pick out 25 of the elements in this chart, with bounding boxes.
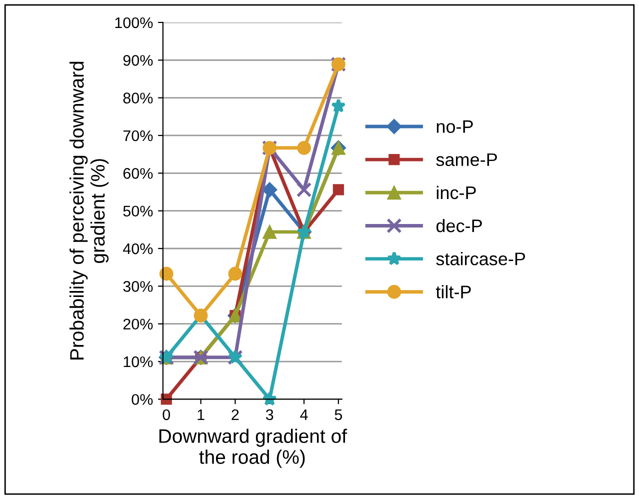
y-tick-label: 100% [115,17,153,28]
x-tick-label: 4 [300,409,308,420]
y-tick-label: 70% [123,130,153,142]
x-tick-label: 0 [162,409,170,420]
y-tick-label: 30% [123,281,153,292]
y-tick-label: 20% [123,318,153,330]
x-tick-label: 2 [232,409,239,420]
y-tick-label: 50% [123,206,153,217]
y-tick-label: 80% [123,92,153,104]
y-tick-label: 60% [123,168,153,179]
legend-label: dec-P [436,218,482,232]
y-tick-label: 0% [132,394,153,405]
legend-label: no-P [436,120,473,133]
x-axis-title: Downward gradient of the road (%) [159,428,348,468]
legend-label: same-P [436,153,497,166]
y-tick-label: 90% [123,54,153,66]
y-axis-title: Probability of perceiving downward gradient (%) [70,62,109,360]
y-tick-label: 40% [122,243,153,254]
legend-label: tilt-P [436,285,471,298]
y-tick-label: 10% [124,356,153,368]
x-tick-label: 5 [334,409,342,420]
x-tick-label: 1 [198,409,204,420]
legend-label: inc-P [436,186,476,200]
x-tick-label: 3 [266,409,274,420]
legend-label: staircase-P [436,252,526,266]
